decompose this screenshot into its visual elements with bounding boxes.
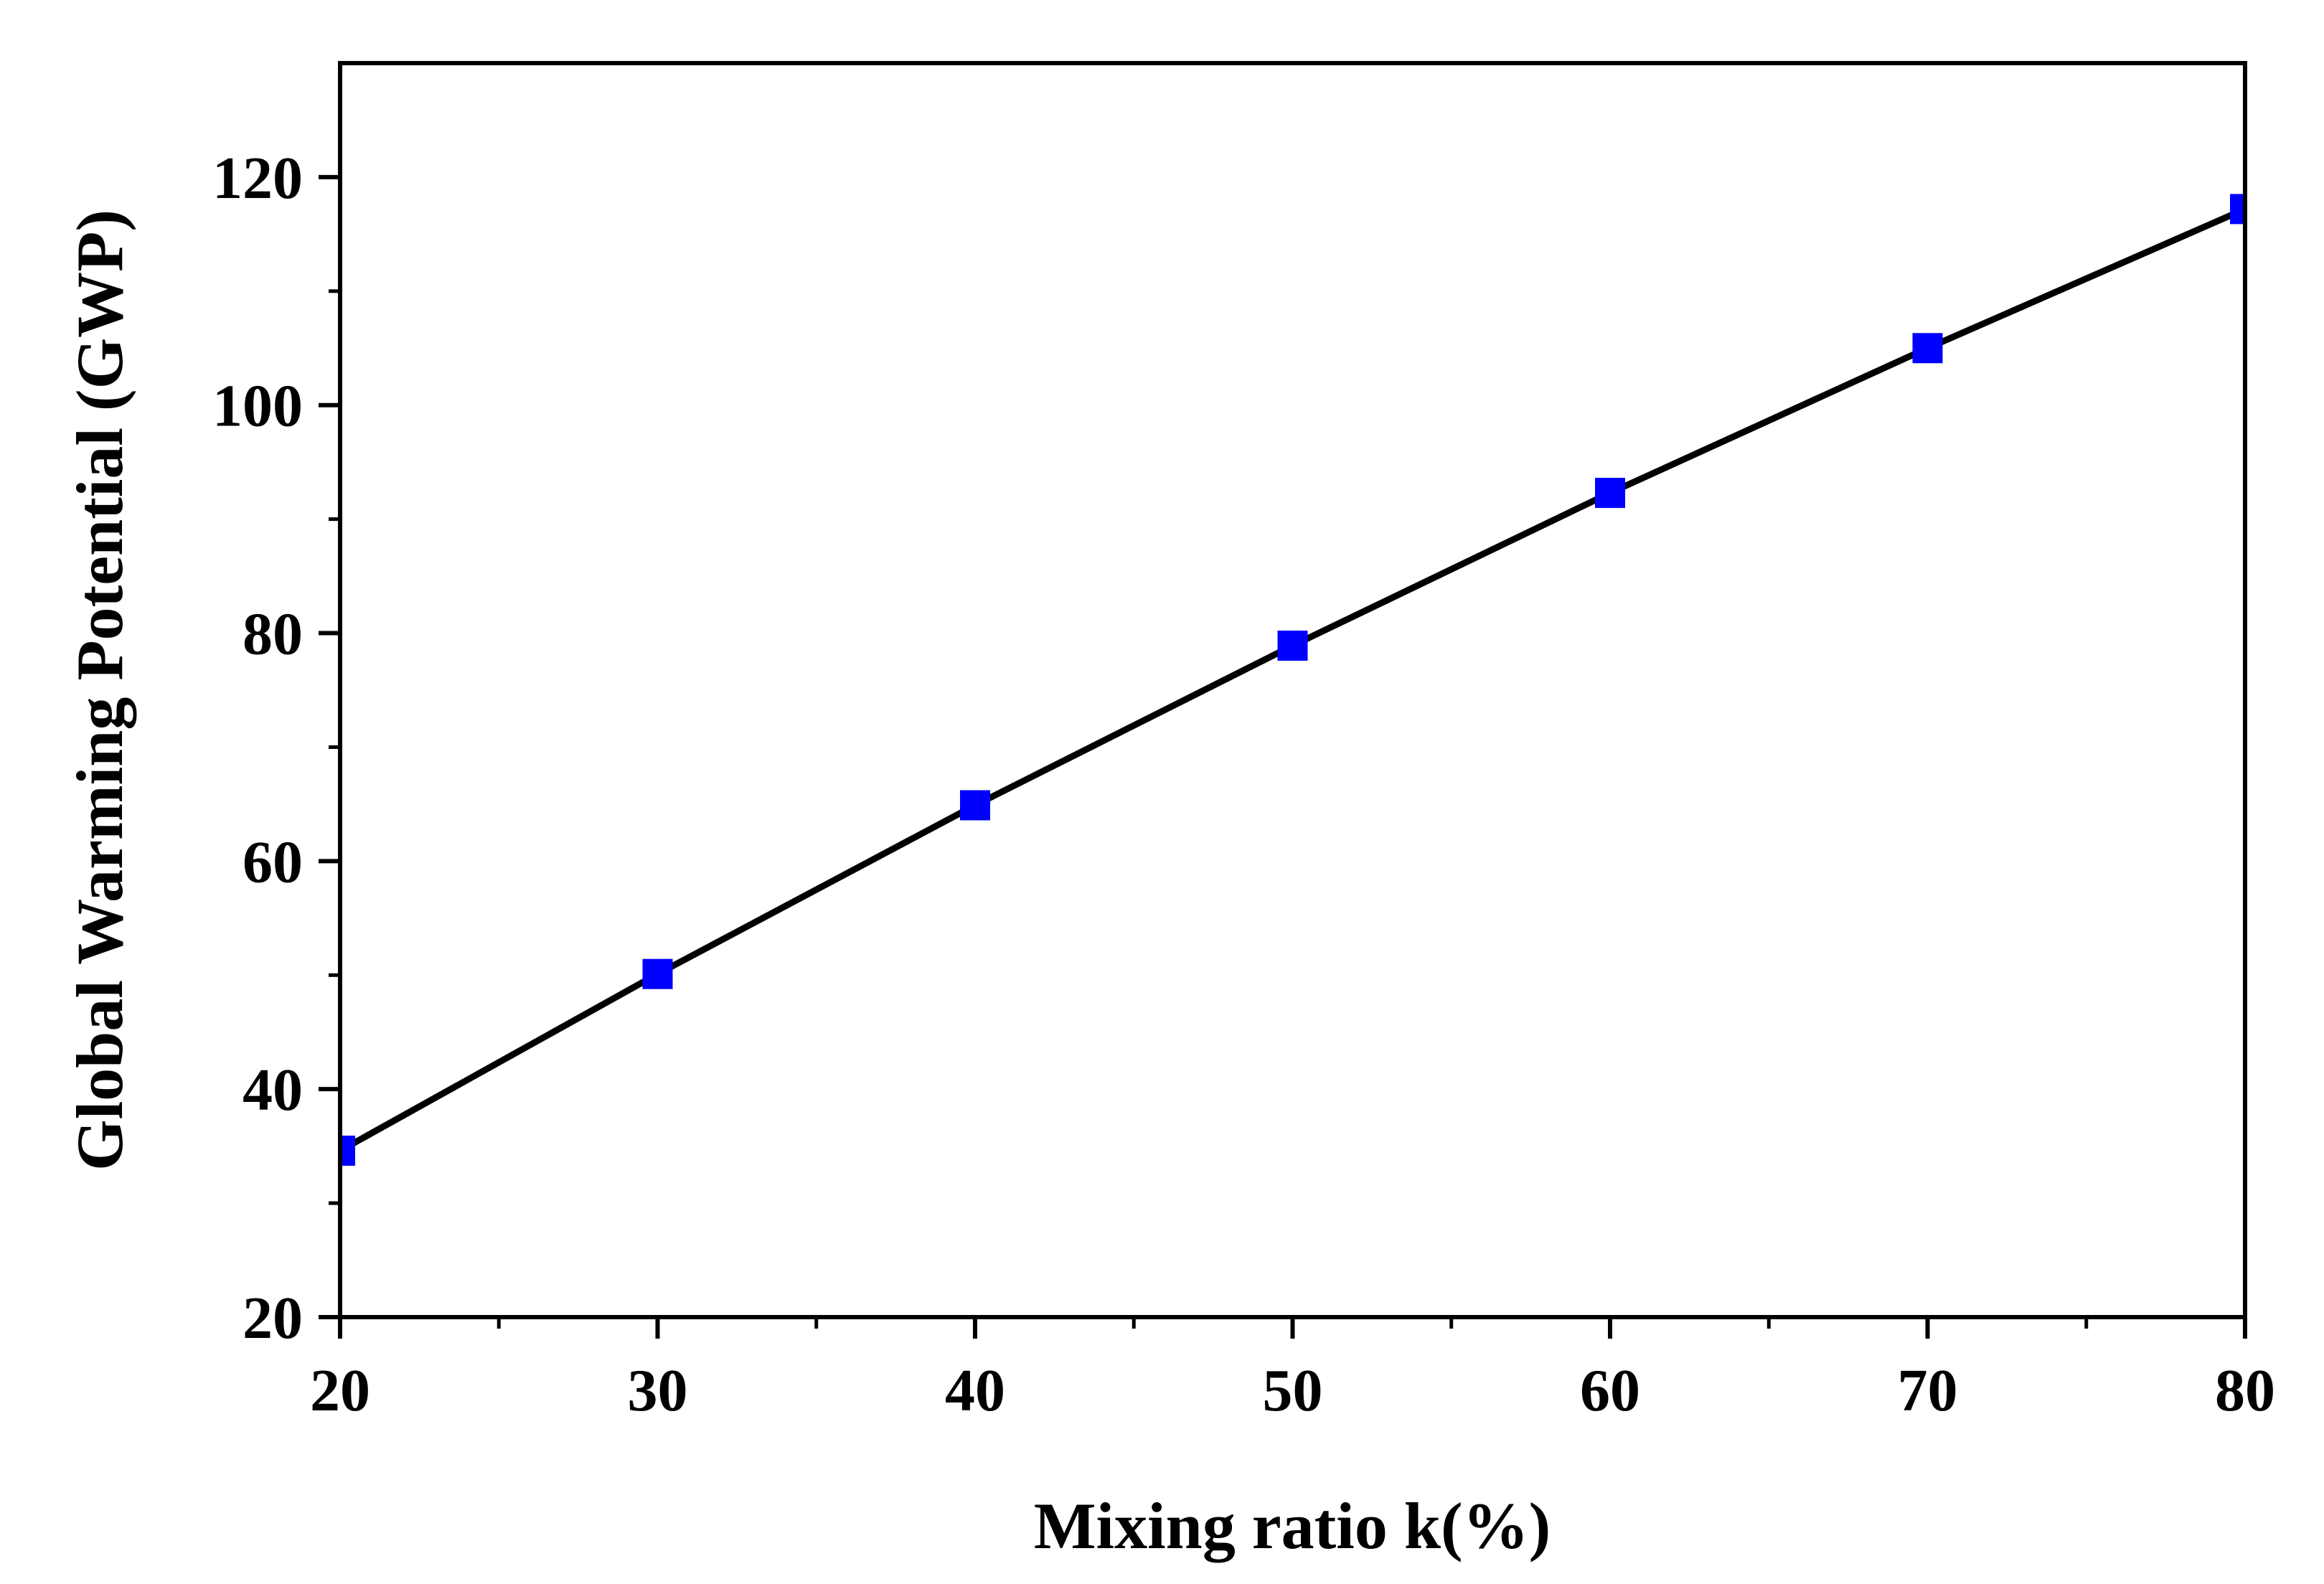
x-tick-label: 80 [2215, 1357, 2275, 1424]
y-tick-label: 60 [243, 829, 303, 895]
y-tick-label: 120 [212, 145, 303, 212]
y-tick-label: 20 [243, 1285, 303, 1352]
tick-labels: 20 30 40 50 60 70 80 20 40 60 80 100 120 [212, 145, 2275, 1424]
series-markers [342, 194, 2243, 1166]
y-tick-label: 100 [212, 373, 303, 440]
data-point-marker [1277, 631, 1308, 661]
data-point-marker [1595, 478, 1625, 509]
y-tick-label: 40 [243, 1057, 303, 1123]
data-point-marker [2230, 194, 2243, 225]
data-point-marker [1912, 333, 1943, 364]
data-point-marker [342, 1135, 355, 1166]
y-tick-label: 80 [243, 601, 303, 668]
x-axis-title: Mixing ratio k(%) [1034, 1489, 1551, 1562]
data-point-marker [642, 958, 673, 989]
x-tick-label: 50 [1263, 1357, 1323, 1424]
x-tick-label: 70 [1898, 1357, 1958, 1424]
x-tick-label: 60 [1580, 1357, 1640, 1424]
data-point-marker [960, 790, 990, 821]
x-tick-label: 20 [310, 1357, 370, 1424]
x-tick-label: 40 [945, 1357, 1005, 1424]
plot-frame [338, 61, 2247, 1319]
x-tick-label: 30 [628, 1357, 688, 1424]
y-axis-title: Global Warming Potential (GWP) [63, 209, 136, 1171]
